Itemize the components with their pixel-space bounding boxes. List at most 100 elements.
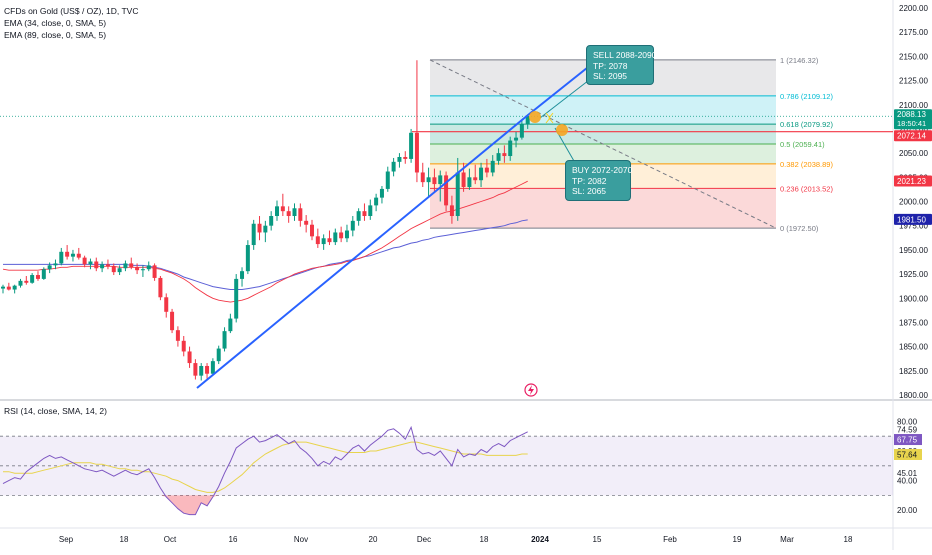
fib-level-label: 0.236 (2013.52) [780, 184, 833, 193]
candle-body [135, 267, 140, 271]
time-axis-tick: 19 [733, 535, 742, 544]
rsi-axis-tick: 40.00 [897, 477, 918, 486]
price-axis-tick: 2150.00 [899, 52, 928, 61]
candle-body [502, 153, 507, 157]
candle-body [438, 175, 443, 185]
candle-body [6, 286, 11, 290]
candle-body [309, 224, 314, 237]
candle-body [1, 286, 5, 289]
time-axis-tick: 18 [844, 535, 853, 544]
candle-body [152, 265, 157, 278]
candle-body [140, 269, 145, 271]
candle-body [30, 275, 35, 283]
candle-body [234, 278, 239, 319]
rsi-axis-tick: 80.00 [897, 417, 918, 426]
fib-level-label: 0.786 (2109.12) [780, 92, 833, 101]
candle-body [432, 177, 437, 185]
candle-body [187, 351, 192, 364]
fib-zone [430, 95, 776, 125]
sell-callout[interactable]: SELL 2088-2090 TP: 2078 SL: 2095 [586, 45, 657, 85]
candle-body [449, 205, 454, 217]
buy-tp: TP: 2082 [572, 175, 607, 186]
fib-level-label: 0 (1972.50) [780, 224, 819, 233]
sell-entry: SELL 2088-2090 [593, 50, 657, 60]
candle-body [409, 132, 414, 159]
price-axis-tick: 1825.00 [899, 367, 928, 376]
price-axis-tick: 2125.00 [899, 77, 928, 86]
fib-level-label: 0.5 (2059.41) [780, 140, 825, 149]
candle-body [514, 137, 519, 141]
candle-body [379, 188, 384, 198]
candle-body [467, 177, 472, 187]
symbol-legend[interactable]: CFDs on Gold (US$ / OZ), 1D, TVC [4, 6, 139, 16]
candle-body [385, 171, 390, 189]
candle-body [286, 211, 291, 217]
candle-body [263, 225, 268, 233]
ema34-legend[interactable]: EMA (34, close, 0, SMA, 5) [4, 18, 107, 28]
price-axis-tick: 1925.00 [899, 270, 928, 279]
ema89-legend[interactable]: EMA (89, close, 0, SMA, 5) [4, 30, 107, 40]
candle-body [426, 177, 431, 183]
price-axis-tick: 1900.00 [899, 294, 928, 303]
time-axis-tick: 18 [120, 535, 129, 544]
candle-body [100, 264, 105, 269]
candle-body [205, 365, 210, 374]
candle-body [304, 220, 309, 225]
time-axis-tick: Sep [59, 535, 74, 544]
fib-zone [430, 144, 776, 164]
candle-body [70, 253, 75, 257]
buy-entry: BUY 2072-2070 [572, 165, 633, 175]
price-axis-tick: 1850.00 [899, 343, 928, 352]
price-axis-tick: 2000.00 [899, 198, 928, 207]
uptrend-line [196, 114, 529, 389]
candle-body [327, 238, 332, 243]
candle-body [461, 172, 466, 187]
candle-body [484, 167, 489, 173]
price-axis-tick: 1875.00 [899, 318, 928, 327]
rsi-axis-tick: 45.01 [897, 469, 918, 478]
candle-body [65, 251, 70, 257]
rsi-ma-value-label: 57.64 [897, 450, 918, 459]
candle-body [420, 172, 425, 183]
candle-body [210, 361, 215, 374]
time-axis-tick: Mar [780, 535, 794, 544]
rsi-value-label: 67.75 [897, 436, 918, 445]
red-level2-label: 2021.23 [897, 177, 926, 186]
candle-body [397, 156, 402, 162]
candle-body [455, 172, 460, 217]
buy-callout[interactable]: BUY 2072-2070 TP: 2082 SL: 2065 [565, 160, 633, 201]
rsi-legend[interactable]: RSI (14, close, SMA, 14, 2) [4, 406, 107, 416]
rsi-axis-tick: 20.00 [897, 506, 918, 515]
candle-body [222, 331, 227, 349]
candle-body [158, 277, 163, 298]
last-price-box [894, 109, 932, 130]
candle-countdown-label: 18:50:41 [897, 119, 926, 128]
candle-body [339, 232, 344, 239]
candle-body [53, 263, 58, 266]
candle-body [444, 175, 449, 206]
price-axis-tick: 2175.00 [899, 28, 928, 37]
candle-body [41, 269, 46, 279]
candle-body [391, 161, 396, 172]
candle-body [216, 348, 221, 362]
candle-body [105, 264, 110, 267]
candle-body [362, 211, 367, 217]
candle-body [275, 206, 280, 217]
time-axis-tick: Oct [164, 535, 177, 544]
candle-body [490, 160, 495, 173]
candle-body [12, 285, 17, 290]
candle-body [117, 268, 122, 273]
time-axis-tick: 20 [369, 535, 378, 544]
candle-body [76, 253, 81, 258]
rsi-oversold-fill [154, 495, 219, 515]
time-axis-tick: Dec [417, 535, 431, 544]
candle-body [111, 266, 116, 273]
rsi-axis-tick: 74.59 [897, 425, 918, 434]
candle-body [181, 340, 186, 352]
price-axis-tick: 2050.00 [899, 149, 928, 158]
red-level-label: 2072.14 [897, 132, 926, 141]
candle-body [280, 206, 285, 212]
candle-body [321, 238, 326, 245]
